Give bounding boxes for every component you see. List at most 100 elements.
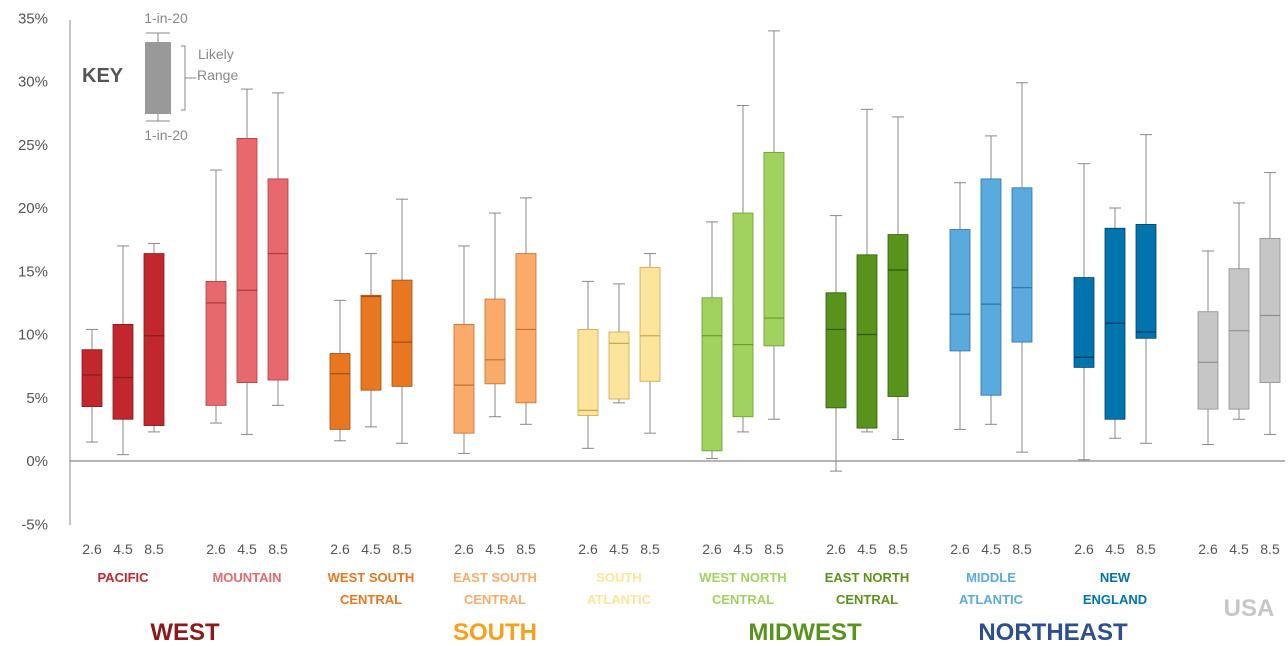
category-label: ENGLAND xyxy=(1083,592,1147,607)
x-tick-label: 2.6 xyxy=(1074,541,1094,557)
box-iqr xyxy=(484,298,506,385)
category-label: PACIFIC xyxy=(97,570,149,585)
x-tick-label: 8.5 xyxy=(392,541,412,557)
box-iqr xyxy=(608,331,630,400)
box-group xyxy=(1073,134,1157,461)
category-label: ATLANTIC xyxy=(959,592,1024,607)
box-iqr xyxy=(825,292,847,409)
x-tick-label: 4.5 xyxy=(361,541,381,557)
x-axis-labels: 2.6 4.5 8.5 PACIFIC 2.6 4.5 8.5 MOUNTAIN 2.6 4.5 8… xyxy=(82,541,1280,646)
box-iqr xyxy=(732,212,754,418)
x-tick-label: 4.5 xyxy=(857,541,877,557)
y-tick-label: 20% xyxy=(18,200,48,217)
box-iqr xyxy=(856,254,878,429)
box-iqr xyxy=(949,229,971,352)
y-tick-label: 0% xyxy=(26,453,48,470)
key-title: KEY xyxy=(82,65,124,87)
box-iqr xyxy=(887,234,909,397)
box-iqr xyxy=(701,297,723,452)
box-iqr xyxy=(980,178,1002,396)
key-lower-label: 1-in-20 xyxy=(144,127,188,143)
box-series xyxy=(81,30,1281,472)
x-tick-label: 8.5 xyxy=(640,541,660,557)
x-tick-label: 8.5 xyxy=(1012,541,1032,557)
y-tick-label: 30% xyxy=(18,74,48,91)
category-label: CENTRAL xyxy=(836,592,898,607)
x-tick-label: 2.6 xyxy=(826,541,846,557)
box-iqr xyxy=(1073,277,1095,368)
box-group xyxy=(577,253,661,449)
x-tick-label: 4.5 xyxy=(733,541,753,557)
x-tick-label: 8.5 xyxy=(144,541,164,557)
category-label: MOUNTAIN xyxy=(212,570,281,585)
x-tick-label: 2.6 xyxy=(950,541,970,557)
x-tick-label: 8.5 xyxy=(1260,541,1280,557)
x-tick-label: 8.5 xyxy=(764,541,784,557)
key-range-label-2: Range xyxy=(197,67,238,83)
box-iqr xyxy=(391,279,413,387)
box-group xyxy=(205,88,289,435)
box-iqr xyxy=(577,329,599,416)
box-iqr xyxy=(236,138,258,383)
box-iqr xyxy=(1197,311,1219,410)
key-upper-label: 1-in-20 xyxy=(144,10,188,26)
x-tick-label: 2.6 xyxy=(454,541,474,557)
box-iqr xyxy=(205,280,227,406)
x-tick-label: 4.5 xyxy=(113,541,133,557)
category-label: CENTRAL xyxy=(464,592,526,607)
y-axis: -5% 0% 5% 10% 15% 20% 25% 30% 35% xyxy=(18,10,1285,533)
box-iqr xyxy=(329,353,351,430)
box-group xyxy=(1197,172,1281,446)
box-iqr xyxy=(1135,224,1157,339)
box-group xyxy=(453,197,537,454)
key-range-label-1: Likely xyxy=(198,46,234,62)
y-tick-label: -5% xyxy=(21,516,48,533)
category-label: EAST NORTH xyxy=(825,570,910,585)
region-label: SOUTH xyxy=(453,619,537,646)
box-iqr xyxy=(763,151,785,347)
key-legend: KEY 1-in-20 1-in-20 Likely Range xyxy=(82,10,238,143)
y-tick-label: 10% xyxy=(18,327,48,344)
box-iqr xyxy=(1228,268,1250,410)
region-label: MIDWEST xyxy=(748,619,862,646)
x-tick-label: 4.5 xyxy=(1105,541,1125,557)
x-tick-label: 2.6 xyxy=(702,541,722,557)
box-group xyxy=(825,108,909,472)
box-iqr xyxy=(1104,227,1126,420)
category-label: EAST SOUTH xyxy=(453,570,537,585)
box-iqr xyxy=(1011,187,1033,343)
key-box xyxy=(145,42,171,114)
box-group xyxy=(329,198,413,444)
x-tick-label: 2.6 xyxy=(82,541,102,557)
category-label: WEST SOUTH xyxy=(328,570,415,585)
y-tick-label: 35% xyxy=(18,10,48,27)
x-tick-label: 4.5 xyxy=(485,541,505,557)
box-group xyxy=(949,82,1033,453)
x-tick-label: 4.5 xyxy=(981,541,1001,557)
x-tick-label: 2.6 xyxy=(330,541,350,557)
x-tick-label: 4.5 xyxy=(1229,541,1249,557)
key-bracket xyxy=(181,45,196,111)
category-label: CENTRAL xyxy=(712,592,774,607)
box-iqr xyxy=(112,323,134,420)
box-iqr xyxy=(639,267,661,382)
category-label: NEW xyxy=(1100,570,1131,585)
x-tick-label: 8.5 xyxy=(1136,541,1156,557)
box-iqr xyxy=(267,178,289,381)
box-group xyxy=(701,30,785,459)
box-group xyxy=(81,242,165,456)
region-label: WEST xyxy=(150,619,220,646)
x-tick-label: 8.5 xyxy=(888,541,908,557)
region-label: NORTHEAST xyxy=(978,619,1128,646)
x-tick-label: 4.5 xyxy=(609,541,629,557)
box-iqr xyxy=(515,253,537,404)
x-tick-label: 8.5 xyxy=(516,541,536,557)
category-label: SOUTH xyxy=(596,570,642,585)
box-iqr xyxy=(143,253,165,426)
category-label: USA xyxy=(1224,595,1275,622)
x-tick-label: 4.5 xyxy=(237,541,257,557)
x-tick-label: 2.6 xyxy=(578,541,598,557)
y-tick-label: 5% xyxy=(26,390,48,407)
x-tick-label: 2.6 xyxy=(1198,541,1218,557)
